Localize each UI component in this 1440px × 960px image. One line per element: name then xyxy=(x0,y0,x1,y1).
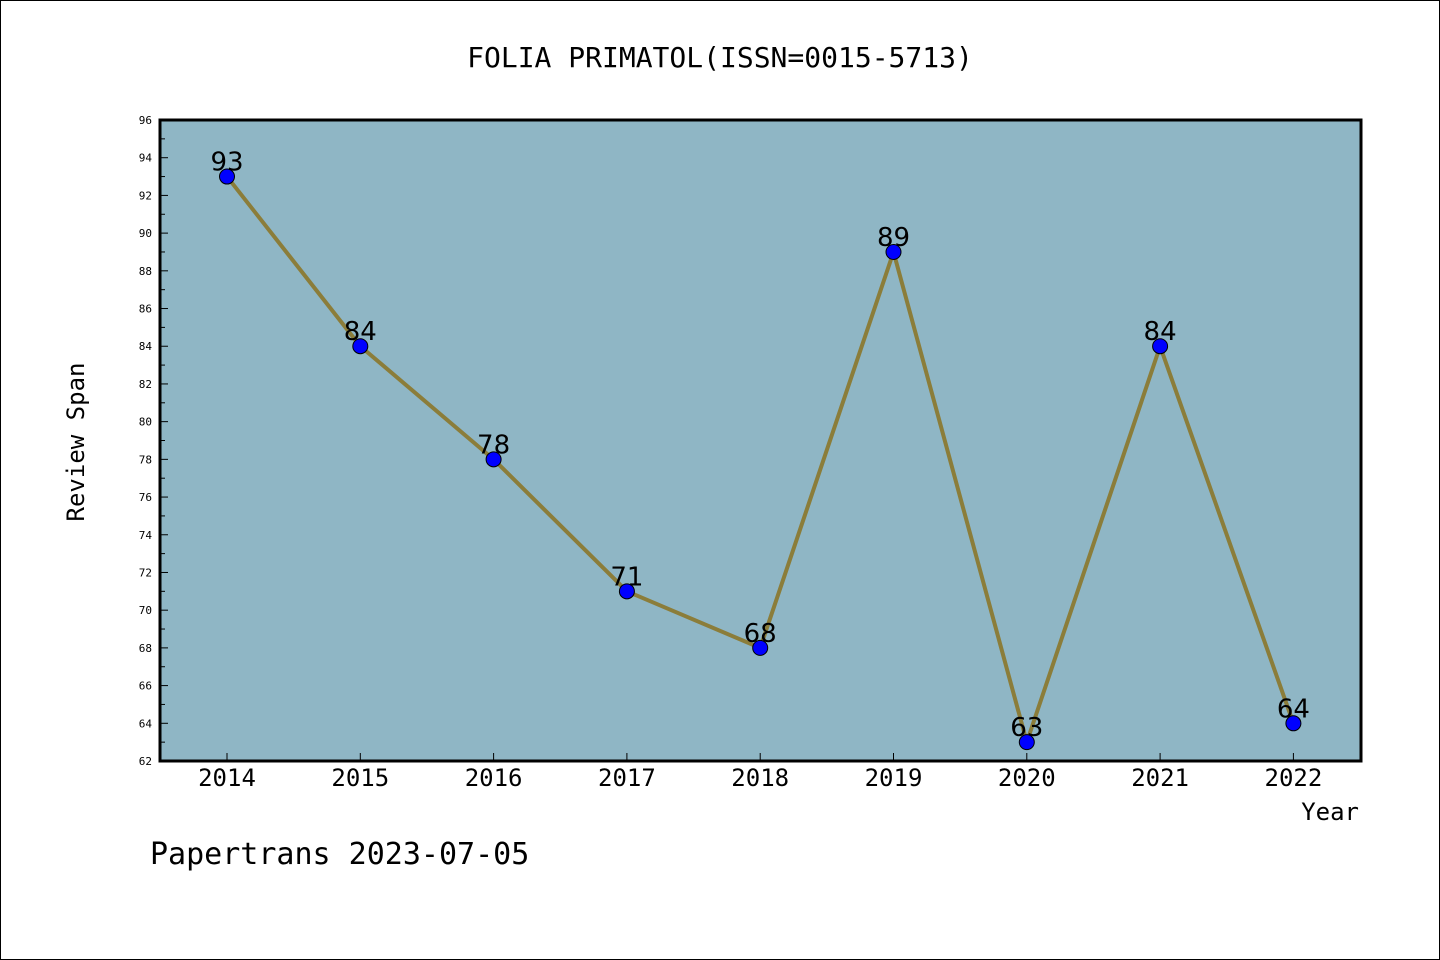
data-label: 71 xyxy=(610,562,643,592)
data-label: 63 xyxy=(1010,713,1043,743)
y-tick-label: 74 xyxy=(139,529,153,542)
data-point-marker xyxy=(1152,338,1169,355)
y-tick-label: 70 xyxy=(139,604,152,617)
data-point-marker xyxy=(352,338,369,355)
y-tick-label: 76 xyxy=(139,491,152,504)
data-point-marker xyxy=(752,639,769,656)
data-label: 84 xyxy=(344,317,377,347)
y-tick-label: 94 xyxy=(139,152,153,165)
x-tick-label: 2020 xyxy=(998,764,1056,792)
x-axis-ticks: 2014 2015 2016 2017 2018 2019 2020 2021 2022 xyxy=(198,753,1322,792)
y-tick-label: 92 xyxy=(139,189,152,202)
x-tick-label: 2018 xyxy=(731,764,789,792)
data-label: 89 xyxy=(877,223,910,253)
data-label: 93 xyxy=(210,148,243,178)
x-tick-label: 2022 xyxy=(1265,764,1323,792)
data-points xyxy=(219,168,1302,751)
data-label: 68 xyxy=(744,619,777,649)
data-point-marker xyxy=(618,583,635,600)
y-tick-label: 82 xyxy=(139,378,152,391)
y-tick-label: 96 xyxy=(139,114,152,127)
y-tick-label: 62 xyxy=(139,755,152,768)
y-tick-label: 88 xyxy=(139,265,152,278)
y-tick-label: 84 xyxy=(139,340,153,353)
x-axis-label: Year xyxy=(1301,798,1359,826)
x-tick-label: 2021 xyxy=(1131,764,1189,792)
y-tick-label: 90 xyxy=(139,227,152,240)
plot-area xyxy=(158,118,1363,763)
x-tick-label: 2017 xyxy=(598,764,656,792)
data-label: 78 xyxy=(477,430,510,460)
y-axis-ticks: 62 64 66 68 70 72 74 76 78 80 82 84 86 88 90 92 94 96 xyxy=(139,114,168,768)
footer-source: Papertrans 2023-07-05 xyxy=(150,837,529,872)
data-label: 64 xyxy=(1277,694,1310,724)
y-tick-label: 64 xyxy=(139,717,153,730)
x-tick-label: 2019 xyxy=(865,764,923,792)
y-tick-label: 80 xyxy=(139,416,152,429)
data-point-marker xyxy=(885,243,902,260)
data-label: 84 xyxy=(1144,317,1177,347)
x-tick-label: 2015 xyxy=(331,764,389,792)
chart-title: FOLIA PRIMATOL(ISSN=0015-5713) xyxy=(467,41,973,74)
y-tick-label: 78 xyxy=(139,453,152,466)
x-tick-label: 2014 xyxy=(198,764,256,792)
data-point-marker xyxy=(485,451,502,468)
y-tick-label: 66 xyxy=(139,680,152,693)
data-point-marker xyxy=(1285,715,1302,732)
data-labels: 93 84 78 71 68 89 63 84 64 xyxy=(210,148,1309,744)
data-point-marker xyxy=(1018,734,1035,751)
y-tick-label: 86 xyxy=(139,303,152,316)
y-tick-label: 72 xyxy=(139,566,152,579)
x-tick-label: 2016 xyxy=(465,764,523,792)
data-point-marker xyxy=(219,168,235,185)
y-tick-label: 68 xyxy=(139,642,152,655)
y-axis-label: Review Span xyxy=(62,363,90,522)
